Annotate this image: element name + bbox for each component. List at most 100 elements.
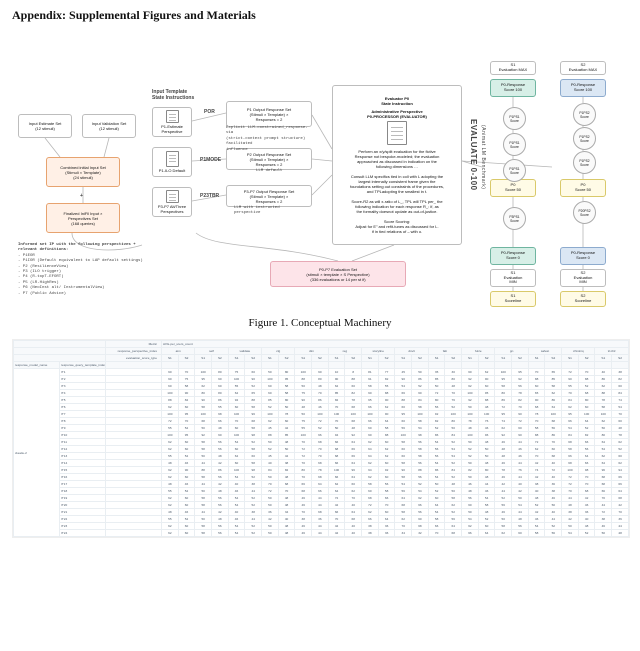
data-cell: storyline (362, 348, 395, 355)
data-cell: 68 (345, 418, 362, 425)
data-cell: 100 (162, 390, 179, 397)
data-cell: 60 (378, 460, 395, 467)
data-cell: 75 (295, 390, 312, 397)
data-cell: S2 (478, 355, 495, 362)
data-cell (106, 481, 162, 488)
data-cell: 70 (528, 418, 545, 425)
data-cell: 98 (412, 432, 429, 439)
data-cell: 60 (178, 495, 195, 502)
data-cell: 94 (612, 467, 629, 474)
data-cell: 68 (528, 404, 545, 411)
data-cell: 100 (228, 376, 245, 383)
data-cell: 50 (562, 523, 579, 530)
data-cell: 70 (395, 523, 412, 530)
data-cell: 80 (212, 369, 229, 376)
data-cell: 48 (212, 453, 229, 460)
data-cell: 90 (512, 432, 529, 439)
data-cell: 44 (612, 523, 629, 530)
data-cell: 86 (595, 376, 612, 383)
data-cell: 56 (395, 425, 412, 432)
data-cell: 50 (262, 502, 279, 509)
data-cell: 50 (512, 495, 529, 502)
data-cell: 52 (178, 425, 195, 432)
data-cell: 48 (478, 509, 495, 516)
data-cell: 66 (462, 530, 479, 537)
data-cell: 62 (162, 446, 179, 453)
data-cell: 60 (178, 446, 195, 453)
data-cell: 42 (528, 509, 545, 516)
data-cell: 52 (545, 523, 562, 530)
data-cell (162, 362, 179, 369)
data-cell: 68 (595, 474, 612, 481)
note-r1s: Explicit LLM-constrained_response-via (s… (226, 126, 312, 153)
data-cell: 60 (178, 439, 195, 446)
data-cell: 42 (495, 481, 512, 488)
data-cell: 45 (395, 369, 412, 376)
data-cell: 100 (262, 376, 279, 383)
ring-ring1c: P1PS1 Score (503, 159, 526, 182)
data-cell: 100 (162, 411, 179, 418)
data-cell: 50 (262, 474, 279, 481)
data-cell: 64 (362, 446, 379, 453)
data-cell: 40 (578, 516, 595, 523)
data-cell: 54 (395, 481, 412, 488)
data-cell (106, 446, 162, 453)
data-cell: 68 (195, 418, 212, 425)
data-cell: 78 (278, 411, 295, 418)
data-cell: 46 (312, 404, 329, 411)
data-cell: 46 (545, 495, 562, 502)
data-cell: 52 (478, 516, 495, 523)
data-cell: 40 (545, 460, 562, 467)
data-cell: 46 (578, 502, 595, 509)
data-cell (612, 362, 629, 369)
data-cell: 68 (412, 523, 429, 530)
data-cell: 62 (495, 530, 512, 537)
data-cell: 60 (428, 495, 445, 502)
data-cell: 78 (312, 467, 329, 474)
data-cell: IT10 (60, 432, 106, 439)
note-r2s: LLM default (256, 169, 296, 174)
data-cell: 45 (262, 425, 279, 432)
data-cell: 82 (462, 467, 479, 474)
data-cell: 38 (278, 460, 295, 467)
data-cell (245, 362, 262, 369)
data-cell: 54 (445, 446, 462, 453)
data-cell: 70 (178, 369, 195, 376)
data-cell (195, 362, 212, 369)
data-cell: 48 (295, 404, 312, 411)
data-cell: IT16 (60, 474, 106, 481)
data-cell: 86 (312, 397, 329, 404)
data-cell: 100 (328, 411, 345, 418)
data-cell: 86 (412, 376, 429, 383)
data-cell: 66 (428, 523, 445, 530)
data-cell: tri-thir (595, 348, 629, 355)
data-cell: 76 (445, 397, 462, 404)
data-cell: 92 (378, 467, 395, 474)
data-cell: chininiq (562, 348, 595, 355)
data-cell: 58 (412, 453, 429, 460)
data-cell: S2 (212, 355, 229, 362)
data-cell: 56 (545, 425, 562, 432)
data-cell: 50 (278, 446, 295, 453)
data-cell: 52 (445, 404, 462, 411)
data-cell: 70 (612, 411, 629, 418)
data-cell: 60 (512, 425, 529, 432)
data-cell: 56 (378, 481, 395, 488)
data-cell: 88 (528, 432, 545, 439)
data-cell: 46 (295, 523, 312, 530)
data-cell (14, 348, 106, 355)
data-cell: 90 (378, 397, 395, 404)
data-cell: 64 (345, 439, 362, 446)
data-cell: 54 (478, 495, 495, 502)
data-cell: 56 (462, 495, 479, 502)
data-cell: IT6 (60, 404, 106, 411)
data-cell: 80 (312, 376, 329, 383)
data-cell: 54 (428, 460, 445, 467)
data-cell: 60 (395, 418, 412, 425)
data-cell: 56 (212, 446, 229, 453)
data-cell: 36 (262, 509, 279, 516)
data-cell: 66 (212, 418, 229, 425)
data-cell: 40 (345, 502, 362, 509)
data-cell: S1 (262, 355, 279, 362)
data-cell: 80 (495, 390, 512, 397)
